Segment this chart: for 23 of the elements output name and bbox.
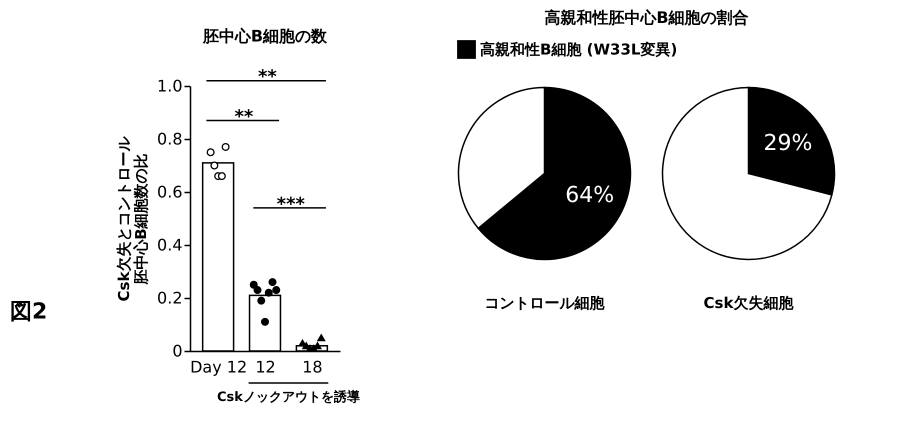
x-tick-label: 18 — [302, 358, 323, 376]
x-tick-label: 12 — [255, 358, 276, 376]
y-tick-label: 1.0 — [157, 76, 182, 96]
pie-slice — [662, 86, 833, 260]
data-label: 64% — [565, 182, 614, 208]
chart-title: 高親和性胚中心B細胞の割合 — [544, 8, 749, 27]
y-tick-label: 0.6 — [157, 182, 182, 202]
annotation: *** — [276, 194, 306, 215]
x-axis-title: Cskノックアウトを誘導 — [216, 389, 361, 405]
chart-title: 胚中心B細胞の数 — [202, 26, 328, 46]
legend-label: 高親和性B細胞 (W33L変異) — [480, 40, 678, 58]
y-tick-label: 0.4 — [157, 236, 182, 254]
annotation: ** — [234, 106, 254, 128]
annotation: ** — [258, 66, 278, 88]
text: Csk欠失細胞 — [704, 294, 794, 312]
y-tick-label: 0 — [172, 342, 182, 360]
y-tick-label: 0.8 — [157, 130, 182, 148]
caption: 図2 — [10, 299, 48, 324]
data-label: 29% — [764, 130, 812, 156]
x-tick-label: Day 12 — [190, 358, 248, 376]
text: コントロール細胞 — [484, 294, 606, 312]
y-axis-title: Csk欠失とコントロール胚中心B細胞数の比 — [115, 136, 150, 302]
y-tick-label: 0.2 — [157, 288, 182, 308]
